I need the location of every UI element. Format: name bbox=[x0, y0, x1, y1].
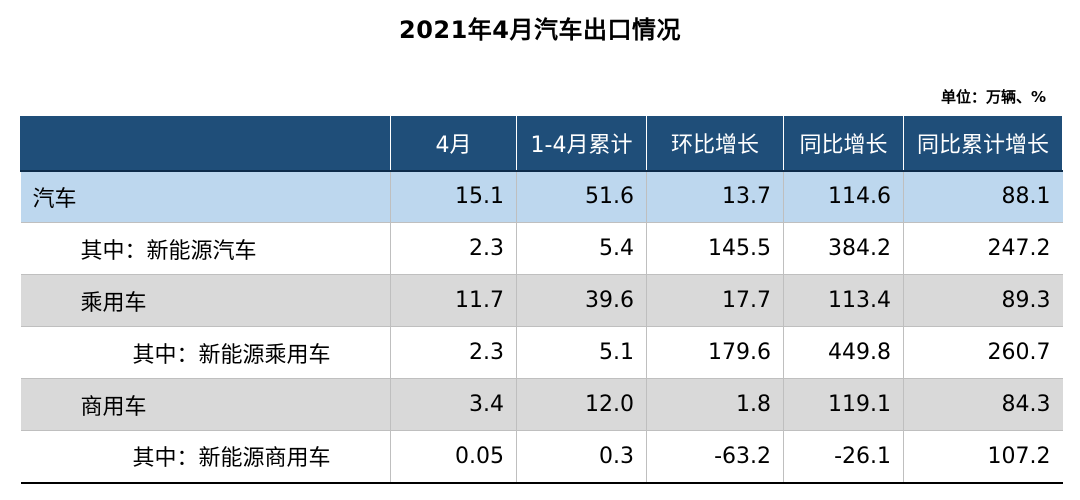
export-table: 4月 1-4月累计 环比增长 同比增长 同比累计增长 汽车 15.1 51.6 … bbox=[20, 115, 1063, 484]
cell-april: 3.4 bbox=[390, 378, 517, 431]
cell-april: 2.3 bbox=[390, 222, 517, 275]
cell-yoy: 114.6 bbox=[783, 170, 904, 223]
table-row: 其中：新能源商用车 0.05 0.3 -63.2 -26.1 107.2 bbox=[20, 430, 1063, 484]
cell-april: 0.05 bbox=[390, 430, 517, 484]
cell-yoy-cumulative: 260.7 bbox=[903, 326, 1063, 379]
header-cell-category bbox=[20, 115, 391, 172]
header-cell-yoy-cumulative-growth: 同比累计增长 bbox=[903, 115, 1063, 172]
header-cell-jan-apr-cumulative: 1-4月累计 bbox=[516, 115, 647, 172]
header-cell-mom-growth: 环比增长 bbox=[646, 115, 784, 172]
row-label: 其中：新能源商用车 bbox=[20, 430, 391, 484]
cell-yoy-cumulative: 89.3 bbox=[903, 274, 1063, 327]
row-label: 其中：新能源乘用车 bbox=[20, 326, 391, 379]
cell-mom: 13.7 bbox=[646, 170, 784, 223]
cell-mom: 179.6 bbox=[646, 326, 784, 379]
page-title: 2021年4月汽车出口情况 bbox=[399, 16, 681, 44]
cell-yoy: -26.1 bbox=[783, 430, 904, 484]
cell-jan-apr: 51.6 bbox=[516, 170, 647, 223]
cell-april: 11.7 bbox=[390, 274, 517, 327]
unit-label: 单位：万辆、% bbox=[940, 88, 1046, 106]
cell-yoy: 113.4 bbox=[783, 274, 904, 327]
cell-yoy: 449.8 bbox=[783, 326, 904, 379]
cell-jan-apr: 5.1 bbox=[516, 326, 647, 379]
row-label: 乘用车 bbox=[20, 274, 391, 327]
cell-jan-apr: 5.4 bbox=[516, 222, 647, 275]
cell-yoy-cumulative: 88.1 bbox=[903, 170, 1063, 223]
row-label: 汽车 bbox=[20, 170, 391, 223]
header-cell-yoy-growth: 同比增长 bbox=[783, 115, 904, 172]
cell-mom: 1.8 bbox=[646, 378, 784, 431]
cell-yoy: 384.2 bbox=[783, 222, 904, 275]
cell-mom: -63.2 bbox=[646, 430, 784, 484]
cell-jan-apr: 12.0 bbox=[516, 378, 647, 431]
cell-april: 15.1 bbox=[390, 170, 517, 223]
cell-mom: 145.5 bbox=[646, 222, 784, 275]
cell-yoy: 119.1 bbox=[783, 378, 904, 431]
row-label: 商用车 bbox=[20, 378, 391, 431]
table-row: 其中：新能源乘用车 2.3 5.1 179.6 449.8 260.7 bbox=[20, 326, 1063, 379]
cell-mom: 17.7 bbox=[646, 274, 784, 327]
cell-yoy-cumulative: 84.3 bbox=[903, 378, 1063, 431]
header-row: 4月 1-4月累计 环比增长 同比增长 同比累计增长 bbox=[20, 115, 1063, 172]
table-row: 汽车 15.1 51.6 13.7 114.6 88.1 bbox=[20, 170, 1063, 223]
cell-april: 2.3 bbox=[390, 326, 517, 379]
cell-jan-apr: 0.3 bbox=[516, 430, 647, 484]
table-row: 商用车 3.4 12.0 1.8 119.1 84.3 bbox=[20, 378, 1063, 431]
row-label: 其中：新能源汽车 bbox=[20, 222, 391, 275]
table-row: 乘用车 11.7 39.6 17.7 113.4 89.3 bbox=[20, 274, 1063, 327]
cell-yoy-cumulative: 247.2 bbox=[903, 222, 1063, 275]
cell-jan-apr: 39.6 bbox=[516, 274, 647, 327]
header-cell-april: 4月 bbox=[390, 115, 517, 172]
table-row: 其中：新能源汽车 2.3 5.4 145.5 384.2 247.2 bbox=[20, 222, 1063, 275]
cell-yoy-cumulative: 107.2 bbox=[903, 430, 1063, 484]
